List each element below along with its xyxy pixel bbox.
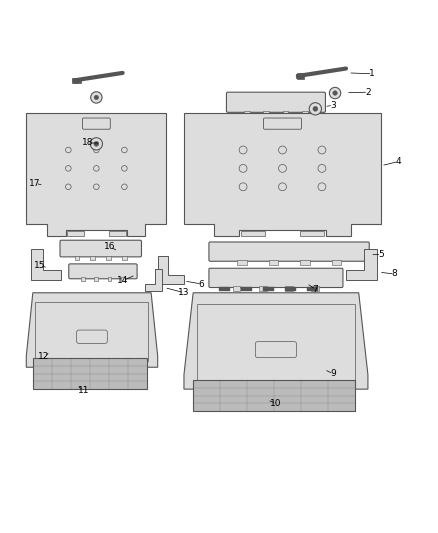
Text: 9: 9 <box>330 369 336 378</box>
Bar <box>121 278 125 281</box>
FancyBboxPatch shape <box>60 240 141 257</box>
Bar <box>91 255 95 260</box>
Text: 3: 3 <box>330 101 336 110</box>
Polygon shape <box>346 249 377 280</box>
Circle shape <box>239 165 247 172</box>
Text: 10: 10 <box>270 399 282 408</box>
FancyBboxPatch shape <box>263 118 301 129</box>
Bar <box>263 287 274 290</box>
Polygon shape <box>145 269 162 290</box>
Bar <box>72 78 77 83</box>
Text: 16: 16 <box>104 243 115 251</box>
Circle shape <box>90 138 102 150</box>
Circle shape <box>66 166 71 171</box>
Text: 14: 14 <box>117 276 128 285</box>
Bar <box>302 111 308 116</box>
Circle shape <box>329 87 341 99</box>
Bar <box>109 231 126 236</box>
Text: 4: 4 <box>396 157 401 166</box>
Bar <box>94 278 98 281</box>
Text: 15: 15 <box>34 261 45 270</box>
Polygon shape <box>184 293 368 389</box>
Bar <box>75 255 79 260</box>
Bar <box>35 302 148 361</box>
Bar <box>300 260 310 265</box>
Bar <box>122 255 127 260</box>
Bar <box>33 359 147 389</box>
Bar <box>237 260 247 265</box>
Polygon shape <box>26 113 166 236</box>
Text: 2: 2 <box>365 87 371 96</box>
FancyBboxPatch shape <box>82 118 110 129</box>
Bar <box>263 111 269 116</box>
Circle shape <box>279 165 286 172</box>
Text: 17: 17 <box>29 179 41 188</box>
Polygon shape <box>26 293 158 367</box>
FancyBboxPatch shape <box>77 330 107 343</box>
Text: 1: 1 <box>369 69 375 78</box>
Bar <box>332 260 341 265</box>
Bar <box>193 381 355 411</box>
Text: 13: 13 <box>178 288 190 297</box>
Bar <box>268 260 278 265</box>
Bar <box>74 78 81 84</box>
Text: 8: 8 <box>391 270 397 278</box>
Circle shape <box>94 147 99 153</box>
Polygon shape <box>184 113 381 236</box>
FancyBboxPatch shape <box>226 92 325 112</box>
Circle shape <box>279 146 286 154</box>
Bar <box>311 286 319 291</box>
FancyBboxPatch shape <box>255 342 297 358</box>
Circle shape <box>122 147 127 153</box>
Bar <box>106 255 111 260</box>
Circle shape <box>318 146 326 154</box>
Circle shape <box>94 141 99 147</box>
Text: 6: 6 <box>198 279 205 288</box>
Circle shape <box>122 184 127 190</box>
Bar <box>307 287 318 290</box>
Polygon shape <box>158 255 184 284</box>
Bar <box>244 111 250 116</box>
Bar <box>300 231 324 236</box>
Circle shape <box>94 95 99 100</box>
Bar <box>285 287 296 290</box>
Text: 12: 12 <box>38 352 49 361</box>
FancyBboxPatch shape <box>69 264 137 279</box>
Circle shape <box>239 183 247 191</box>
Circle shape <box>318 165 326 172</box>
Polygon shape <box>31 249 61 280</box>
Circle shape <box>279 183 286 191</box>
Circle shape <box>313 107 318 111</box>
Circle shape <box>94 166 99 171</box>
Circle shape <box>333 91 337 95</box>
Bar <box>233 286 240 291</box>
Circle shape <box>94 184 99 190</box>
Bar <box>259 286 267 291</box>
Bar <box>297 74 304 79</box>
Bar <box>107 278 111 281</box>
Circle shape <box>239 146 247 154</box>
Bar <box>197 304 355 382</box>
Circle shape <box>318 183 326 191</box>
FancyBboxPatch shape <box>209 242 369 261</box>
Text: 7: 7 <box>312 285 318 294</box>
Bar <box>241 287 252 290</box>
Circle shape <box>122 166 127 171</box>
Bar <box>283 111 289 116</box>
Bar <box>296 74 300 78</box>
Bar <box>241 231 265 236</box>
Bar <box>81 278 85 281</box>
Bar <box>219 287 230 290</box>
Circle shape <box>91 92 102 103</box>
Bar <box>67 231 84 236</box>
Bar <box>285 286 293 291</box>
FancyBboxPatch shape <box>209 268 343 287</box>
Circle shape <box>66 184 71 190</box>
Circle shape <box>66 147 71 153</box>
Text: 18: 18 <box>82 139 93 148</box>
Text: 11: 11 <box>78 385 89 394</box>
Text: 5: 5 <box>378 250 384 259</box>
Circle shape <box>309 103 321 115</box>
